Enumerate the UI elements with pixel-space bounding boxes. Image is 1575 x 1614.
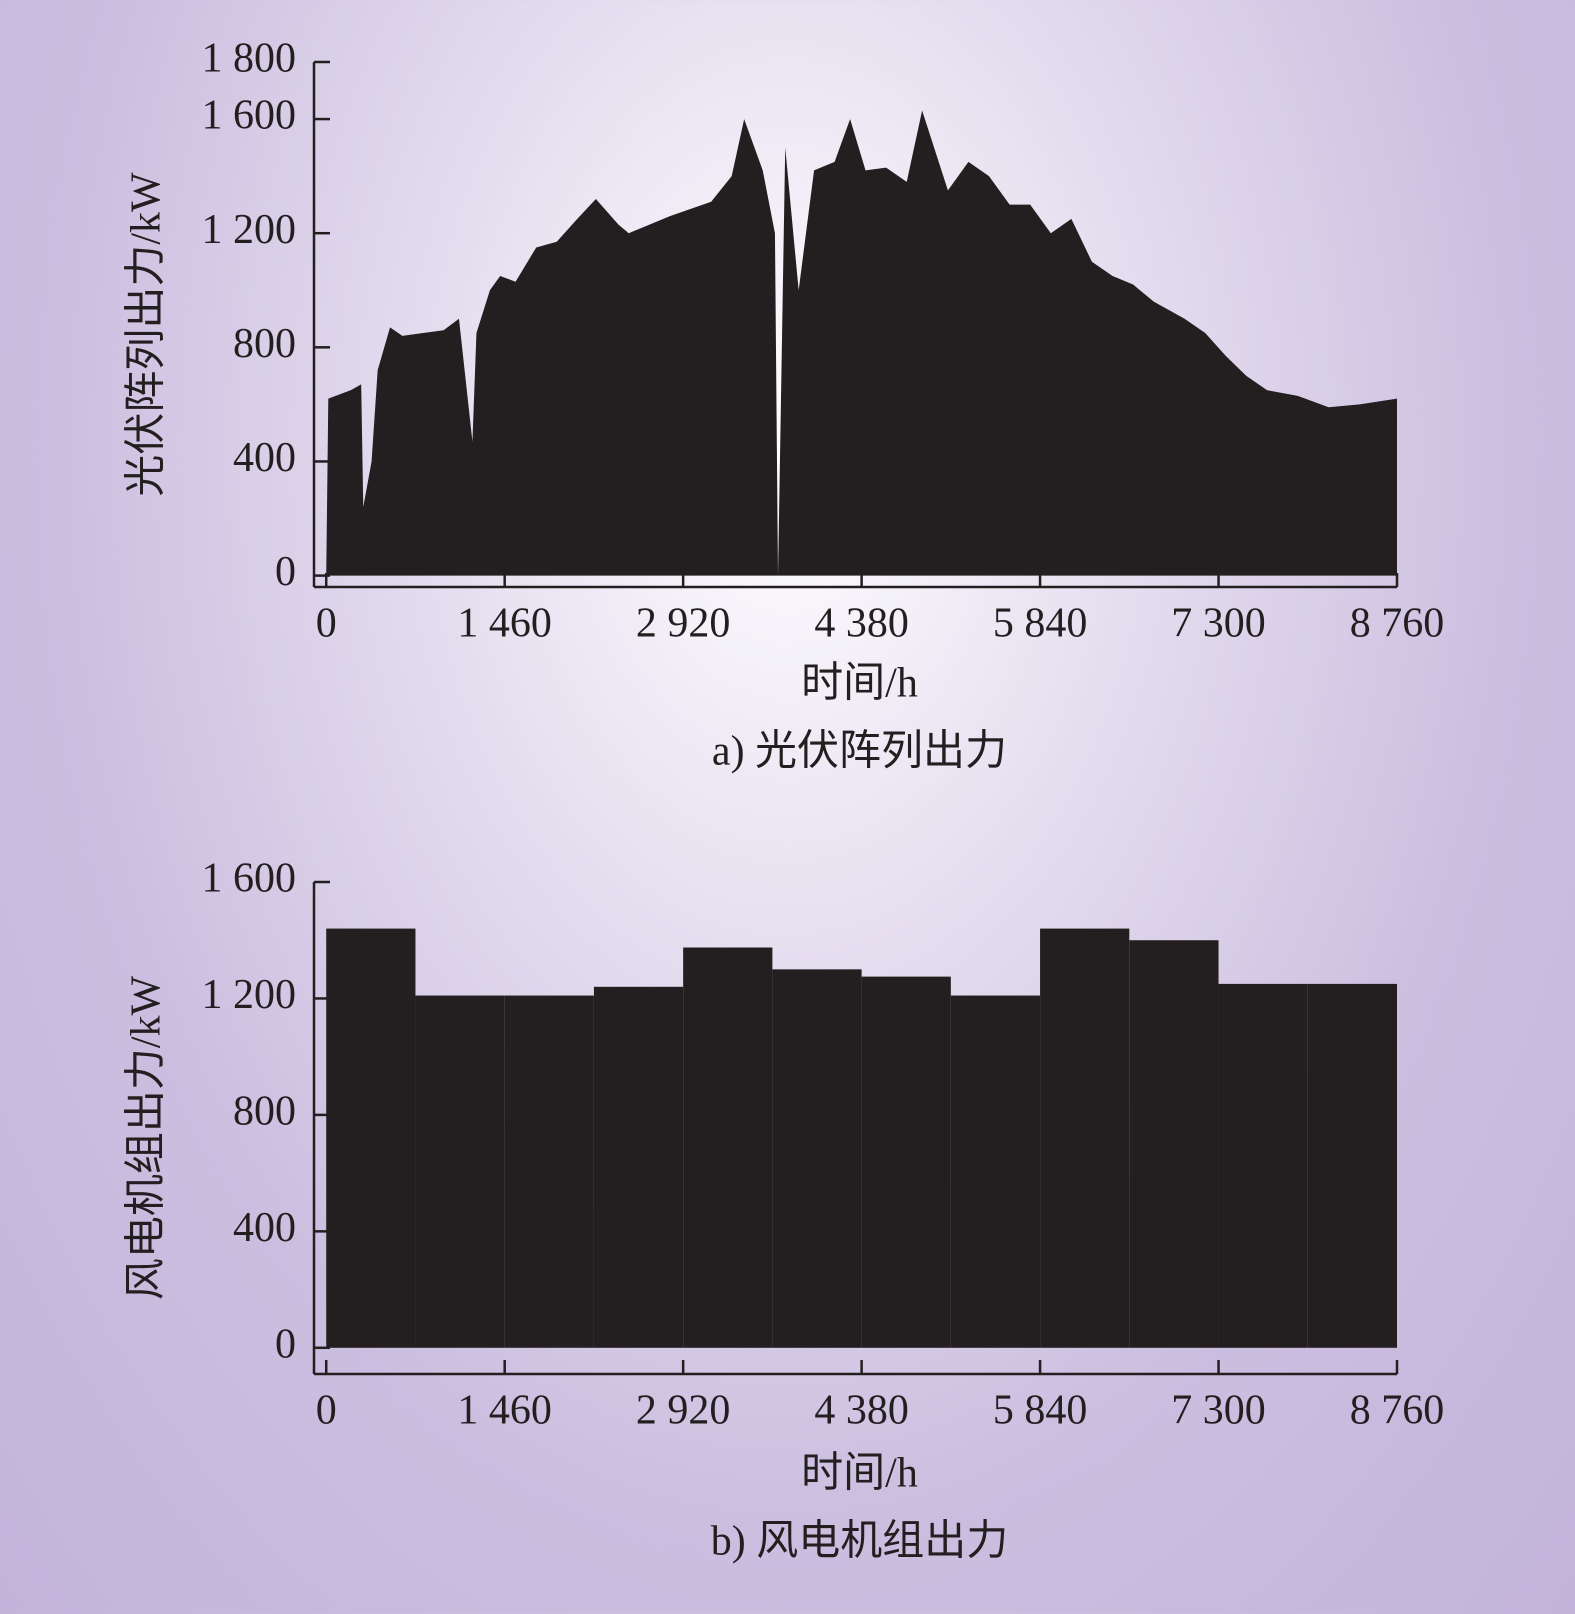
wind-output-bar	[950, 995, 1041, 1348]
y-tick-label: 400	[233, 1205, 296, 1251]
wind-output-bar	[861, 976, 951, 1348]
x-tick-label: 0	[316, 1388, 337, 1434]
x-tick-label: 1 460	[457, 601, 552, 647]
y-tick-label: 800	[233, 1089, 296, 1135]
x-axis-title: 时间/h	[801, 661, 918, 707]
pv-output-area	[326, 110, 1397, 576]
x-tick-label: 4 380	[814, 601, 909, 647]
x-tick-label: 5 840	[993, 1388, 1088, 1434]
x-axis-title: 时间/h	[801, 1451, 918, 1497]
y-axis-title: 光伏阵列出力/kW	[124, 172, 170, 497]
y-tick-label: 1 200	[202, 972, 297, 1018]
x-tick-label: 7 300	[1171, 1388, 1266, 1434]
y-tick-label: 0	[275, 1321, 296, 1367]
wind-output-bar	[1218, 983, 1308, 1348]
y-tick-label: 1 800	[202, 36, 297, 82]
y-axis-title: 风电机组出力/kW	[124, 975, 170, 1300]
caption: a) 光伏阵列出力	[712, 729, 1007, 775]
x-tick-label: 2 920	[636, 601, 731, 647]
wind-output-bar	[593, 986, 684, 1348]
x-tick-label: 5 840	[993, 601, 1088, 647]
x-tick-label: 8 760	[1350, 601, 1445, 647]
y-tick-label: 400	[233, 435, 296, 481]
x-tick-label: 1 460	[457, 1388, 552, 1434]
y-tick-label: 0	[275, 549, 296, 595]
y-tick-label: 1 600	[202, 93, 297, 139]
wind-output-bar	[1307, 983, 1397, 1348]
wind-output-bar	[504, 995, 594, 1348]
x-tick-label: 0	[316, 601, 337, 647]
wind-output-bar	[683, 947, 773, 1348]
x-tick-label: 8 760	[1350, 1388, 1445, 1434]
wind-output-bar	[1040, 928, 1130, 1348]
x-tick-label: 2 920	[636, 1388, 731, 1434]
caption: b) 风电机组出力	[711, 1519, 1009, 1565]
wind-output-bar	[326, 928, 416, 1348]
y-tick-label: 1 200	[202, 207, 297, 253]
wind-output-bar	[1129, 940, 1219, 1348]
x-tick-label: 7 300	[1171, 601, 1266, 647]
wind-output-bar	[772, 969, 862, 1348]
x-tick-label: 4 380	[814, 1388, 909, 1434]
y-tick-label: 800	[233, 321, 296, 367]
y-tick-label: 1 600	[202, 856, 297, 902]
wind-output-bar	[415, 995, 505, 1348]
